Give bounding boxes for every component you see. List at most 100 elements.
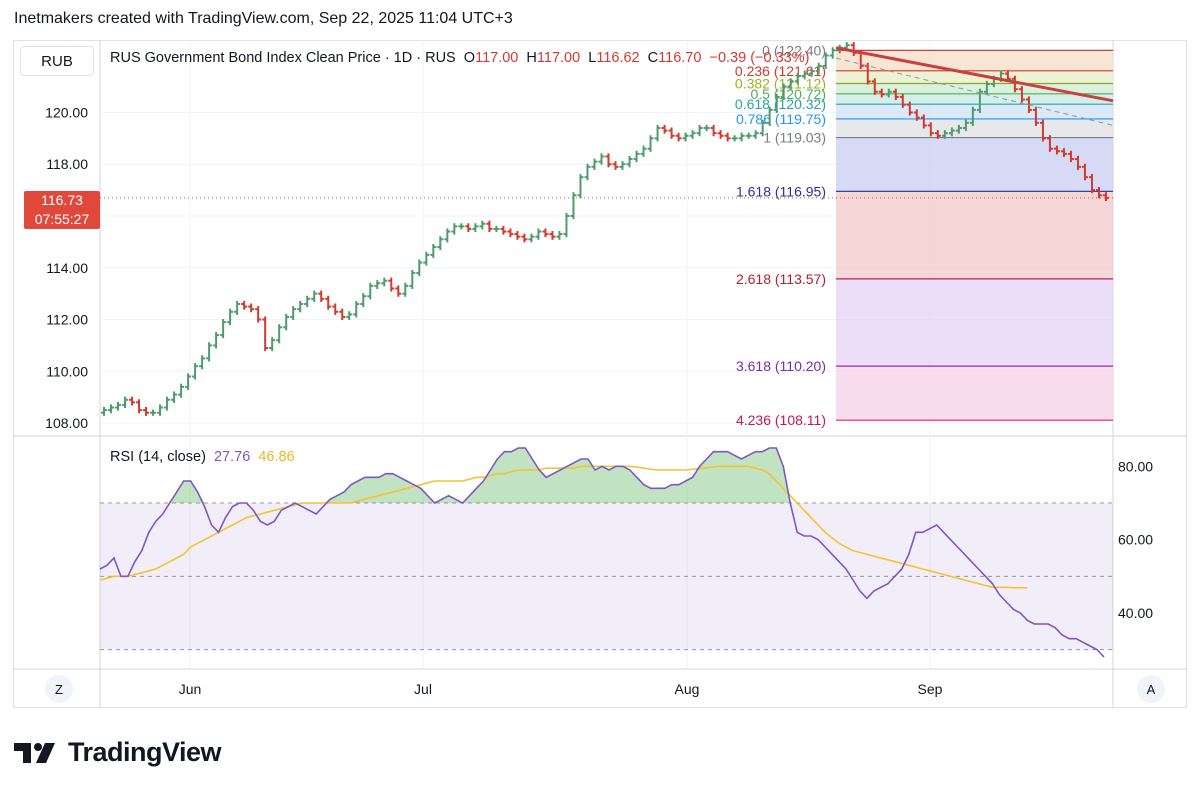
price-bar: [367, 282, 374, 300]
price-bar: [192, 363, 199, 380]
price-bar: [654, 124, 661, 142]
price-bar: [647, 135, 654, 152]
price-bar: [451, 223, 458, 235]
price-bar: [598, 153, 605, 165]
last-price-tag: 116.73 07:55:27: [24, 191, 100, 229]
price-bar: [262, 316, 269, 352]
price-bar: [773, 93, 780, 113]
fib-level-label: 4.236 (108.11): [736, 412, 826, 428]
price-bar: [283, 313, 290, 331]
price-bar: [500, 225, 507, 235]
price-bar: [325, 295, 332, 310]
price-bar: [276, 324, 283, 344]
price-bar: [675, 132, 682, 142]
chart-attribution: Inetmakers created with TradingView.com,…: [14, 10, 513, 27]
price-bar: [563, 212, 570, 238]
price-tick-label: 112.00: [46, 312, 88, 328]
price-bar: [213, 331, 220, 349]
price-bar: [570, 192, 577, 220]
price-bar: [395, 285, 402, 297]
price-bar: [479, 220, 486, 230]
rsi-tick-label: 80.00: [1118, 458, 1153, 474]
price-bar: [374, 280, 381, 289]
timezone-button[interactable]: Z: [45, 675, 73, 703]
price-bar: [689, 130, 696, 139]
price-bar: [290, 306, 297, 321]
legend-high-label: H: [526, 50, 537, 66]
price-bar: [227, 308, 234, 326]
fib-level-label: 1 (119.03): [763, 130, 826, 146]
rsi-tick-label: 60.00: [1118, 532, 1153, 548]
fib-zone: [836, 191, 1113, 279]
price-bar: [605, 153, 612, 168]
price-bar: [780, 83, 787, 101]
price-bar: [493, 225, 500, 233]
auto-scale-button[interactable]: A: [1137, 675, 1165, 703]
price-bar: [458, 223, 465, 230]
price-bar: [948, 127, 955, 137]
price-bar: [584, 163, 591, 181]
tradingview-logo: TradingView: [14, 737, 222, 768]
price-bar: [906, 101, 913, 116]
price-bar: [143, 407, 150, 416]
price-bar: [199, 355, 206, 370]
price-bar: [633, 150, 640, 163]
price-bar: [248, 303, 255, 313]
rsi-legend: RSI (14, close) 27.76 46.86: [110, 449, 295, 465]
price-tick-label: 108.00: [45, 415, 88, 431]
price-bar: [360, 293, 367, 308]
price-bar: [129, 396, 136, 406]
price-bar: [983, 80, 990, 95]
legend-title: RUS Government Bond Index Clean Price · …: [110, 50, 456, 66]
price-bar: [871, 78, 878, 95]
fib-level-label: 1.618 (116.95): [736, 183, 826, 199]
rsi-line: [99, 447, 1105, 658]
fib-zone: [836, 366, 1113, 421]
price-bar: [241, 300, 248, 310]
fib-zone: [836, 137, 1113, 192]
price-bar: [710, 124, 717, 137]
price-bar: [934, 130, 941, 139]
legend-high: 117.00: [536, 50, 581, 66]
fib-zone: [836, 93, 1113, 105]
price-bar: [339, 308, 346, 321]
price-bar: [444, 228, 451, 243]
price-bar: [220, 319, 227, 339]
time-tick-label: Sep: [918, 681, 943, 697]
price-bar: [136, 399, 143, 414]
last-price: 116.73: [41, 192, 83, 208]
price-bar: [556, 231, 563, 240]
price-bar: [353, 300, 360, 318]
price-bar: [528, 233, 535, 243]
price-bar: [1039, 119, 1046, 142]
price-bar: [899, 93, 906, 108]
symbol-button[interactable]: RUB: [20, 46, 94, 76]
price-bar: [878, 88, 885, 98]
price-bar: [465, 223, 472, 233]
price-bar: [962, 119, 969, 132]
price-bar: [577, 174, 584, 199]
price-bar: [304, 295, 311, 308]
price-bar: [150, 409, 157, 416]
price-bar: [752, 130, 759, 139]
price-bar: [472, 223, 479, 233]
price-bar: [1095, 187, 1102, 199]
price-tick-label: 120.00: [45, 104, 88, 120]
price-bar: [409, 269, 416, 289]
price-bar: [185, 373, 192, 390]
price-bar: [1067, 150, 1074, 163]
trend-line-dashed: [835, 57, 1114, 126]
price-bar: [913, 109, 920, 121]
fib-level-label: 0.786 (119.75): [736, 111, 826, 127]
fib-zone: [836, 118, 1113, 138]
price-bar: [724, 132, 731, 142]
fib-level-label: 0.5 (120.72): [751, 86, 827, 102]
price-bar: [101, 407, 107, 416]
price-bar: [591, 158, 598, 170]
price-bar: [332, 303, 339, 315]
price-bar: [297, 300, 304, 313]
price-bar: [122, 396, 129, 409]
legend-low: 116.62: [596, 50, 640, 66]
price-tick-label: 110.00: [46, 363, 88, 379]
